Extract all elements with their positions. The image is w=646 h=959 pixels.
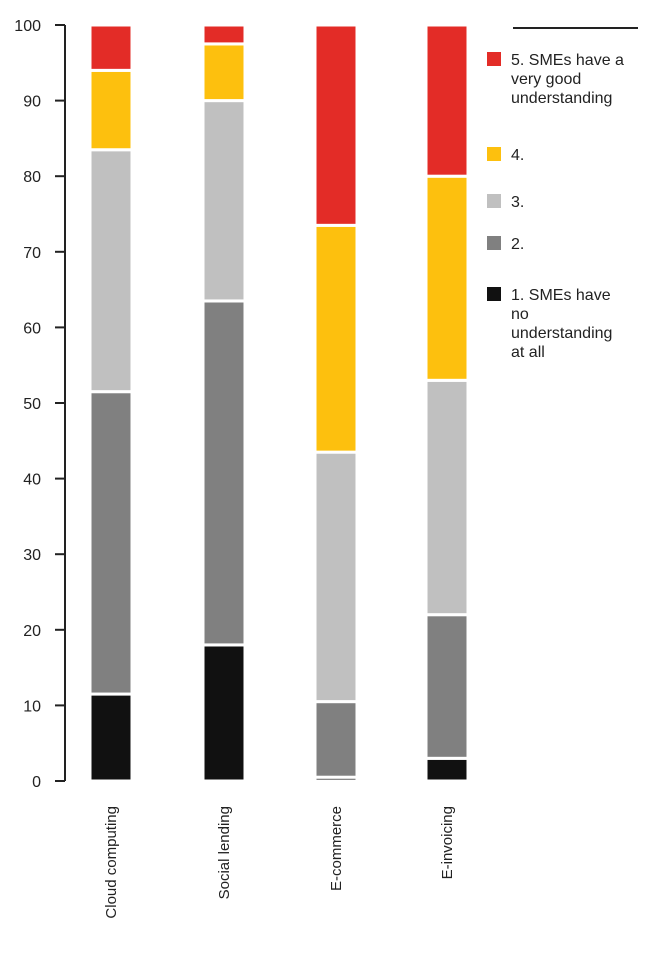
bar-segment bbox=[424, 174, 470, 382]
y-tick-label: 10 bbox=[23, 698, 41, 715]
bars bbox=[88, 23, 470, 783]
bar-segment bbox=[88, 23, 134, 72]
legend-label: understanding bbox=[511, 90, 612, 107]
bar-segment bbox=[313, 450, 359, 704]
y-tick-label: 100 bbox=[14, 18, 41, 35]
bar-segment bbox=[88, 692, 134, 783]
bar-segment bbox=[201, 99, 247, 303]
legend-label: no bbox=[511, 306, 529, 323]
y-axis: 0 10 20 30 40 50 60 70 80 90 100 bbox=[14, 18, 66, 791]
y-tick-label: 30 bbox=[23, 547, 41, 564]
legend-label: very good bbox=[511, 71, 581, 88]
legend-label: 3. bbox=[511, 194, 524, 211]
y-tick-label: 60 bbox=[23, 320, 41, 337]
legend-label: 1. SMEs have bbox=[511, 287, 611, 304]
legend-swatch bbox=[487, 52, 501, 66]
bar-segment bbox=[201, 42, 247, 103]
bar-segment bbox=[201, 299, 247, 647]
y-tick-label: 70 bbox=[23, 245, 41, 262]
y-tick-label: 0 bbox=[32, 774, 41, 791]
legend-swatch bbox=[487, 287, 501, 301]
legend-swatch bbox=[487, 236, 501, 250]
x-category-label: E-commerce bbox=[328, 806, 345, 891]
y-tick-label: 90 bbox=[23, 94, 41, 111]
legend-swatch bbox=[487, 194, 501, 208]
legend-label: 2. bbox=[511, 236, 524, 253]
legend-label: at all bbox=[511, 344, 545, 361]
x-category-label: E-invoicing bbox=[439, 806, 456, 879]
legend: 5. SMEs have a very good understanding 4. 3.… bbox=[487, 27, 638, 361]
bar-segment bbox=[424, 613, 470, 760]
bar-segment bbox=[313, 223, 359, 454]
legend-label: 4. bbox=[511, 147, 524, 164]
bar-segment bbox=[313, 700, 359, 779]
y-tick-label: 40 bbox=[23, 472, 41, 489]
y-tick-label: 80 bbox=[23, 169, 41, 186]
bar-segment bbox=[424, 23, 470, 178]
x-category-label: Cloud computing bbox=[103, 806, 120, 919]
bar-segment bbox=[201, 643, 247, 783]
bar-segment bbox=[424, 756, 470, 783]
legend-label: 5. SMEs have a bbox=[511, 52, 624, 69]
bar-segment bbox=[88, 68, 134, 152]
bar-segment bbox=[313, 23, 359, 227]
bar-segment bbox=[424, 378, 470, 617]
bar-segment bbox=[88, 148, 134, 394]
bar-segment bbox=[88, 390, 134, 696]
x-category-label: Social lending bbox=[216, 806, 233, 899]
y-tick-label: 20 bbox=[23, 623, 41, 640]
legend-label: understanding bbox=[511, 325, 612, 342]
bar-segment bbox=[201, 23, 247, 46]
legend-swatch bbox=[487, 147, 501, 161]
x-axis-labels: Cloud computing Social lending E-commerce E… bbox=[103, 806, 456, 919]
y-tick-label: 50 bbox=[23, 396, 41, 413]
